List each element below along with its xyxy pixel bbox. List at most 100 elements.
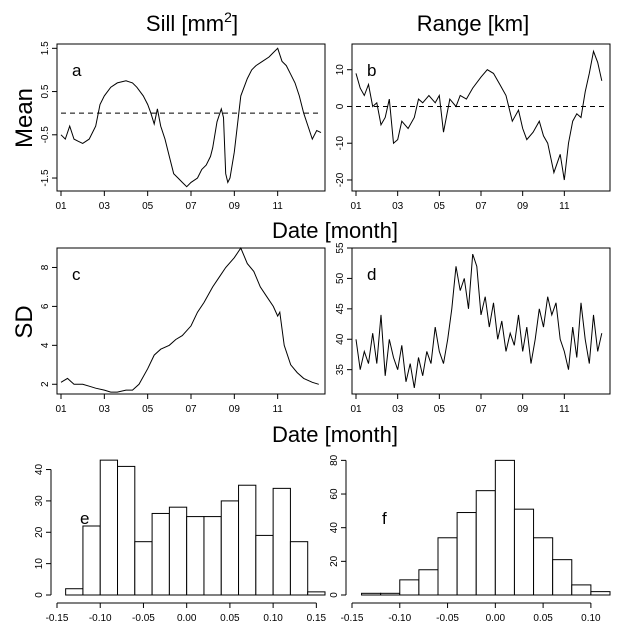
panel-letter: f <box>382 509 387 528</box>
x-tick-label: -0.15 <box>341 613 364 624</box>
y-tick-label: 4 <box>40 342 51 348</box>
y-tick-label: 20 <box>34 526 45 538</box>
y-tick-label: 60 <box>329 488 340 500</box>
y-tick-label: 55 <box>335 242 346 254</box>
series-line <box>355 49 603 181</box>
x-tick-label: 11 <box>272 201 283 212</box>
column-title-sill: Sill [mm2] <box>146 9 238 36</box>
x-tick-label: 0.10 <box>581 613 601 624</box>
x-tick-label: 03 <box>99 201 111 212</box>
x-axis-label-middle: Date [month] <box>272 422 398 447</box>
histogram-bar <box>255 534 274 596</box>
histogram-bar <box>168 506 188 596</box>
panel-letter: a <box>72 61 82 80</box>
panel-letter: e <box>80 509 89 528</box>
panel-c-sill-sd: 01 03 05 07 09 11 2 4 6 8 c <box>40 246 326 415</box>
histogram-bar <box>494 459 515 596</box>
histogram-bar <box>380 592 401 596</box>
histogram-bar <box>238 484 257 596</box>
y-tick-label: -0.5 <box>40 126 51 144</box>
histogram-bar <box>82 525 101 596</box>
histogram-bar <box>571 584 592 596</box>
y-tick-label: 20 <box>329 555 340 567</box>
y-tick-label: 40 <box>34 464 45 476</box>
histogram-bar <box>437 537 458 596</box>
histogram-bar <box>186 516 205 596</box>
y-tick-label: -10 <box>335 136 346 151</box>
panel-e-sill-histogram: -0.15 -0.10 -0.05 0.00 0.05 0.10 0.15 0 10 20 30 40… <box>34 459 327 624</box>
column-title-range: Range [km] <box>417 11 530 36</box>
y-tick-label: 45 <box>335 303 346 315</box>
series-line <box>60 47 322 188</box>
x-tick-label: 07 <box>475 404 487 415</box>
x-tick-label: 11 <box>272 404 283 415</box>
histogram-bar <box>65 588 84 596</box>
histogram-bar <box>289 541 309 596</box>
histogram-bar <box>307 591 326 596</box>
histogram-bar <box>117 465 136 596</box>
x-tick-label: 01 <box>55 404 67 415</box>
x-tick-label: 0.05 <box>533 613 553 624</box>
y-tick-label: -1.5 <box>40 169 51 187</box>
histogram-bar <box>533 537 554 596</box>
histogram-bar <box>590 591 611 596</box>
y-tick-label: 35 <box>335 364 346 376</box>
x-tick-label: 03 <box>392 201 404 212</box>
y-tick-label: 0 <box>329 592 340 598</box>
row-title-mean: Mean <box>11 88 38 148</box>
x-tick-label: 11 <box>559 404 570 415</box>
x-tick-label: 05 <box>142 404 154 415</box>
x-tick-label: 0.10 <box>263 613 283 624</box>
x-tick-label: 0.15 <box>307 613 327 624</box>
x-tick-label: 0.00 <box>486 613 506 624</box>
histogram-bar <box>134 541 153 596</box>
series-line <box>355 253 603 388</box>
y-tick-label: 40 <box>335 333 346 345</box>
x-tick-label: 09 <box>517 201 529 212</box>
x-tick-label: 03 <box>99 404 111 415</box>
x-tick-label: 05 <box>434 404 446 415</box>
panel-a-sill-mean: 01 03 05 07 09 11 -1.5 -0.5 0.5 1.5 a <box>40 41 326 212</box>
y-tick-label: 2 <box>40 381 51 387</box>
y-tick-label: 1.5 <box>40 41 51 55</box>
x-tick-label: 01 <box>350 201 362 212</box>
x-tick-label: 0.00 <box>177 613 197 624</box>
x-tick-label: -0.15 <box>46 613 69 624</box>
x-tick-label: 09 <box>517 404 529 415</box>
y-tick-label: 80 <box>329 454 340 466</box>
panel-f-range-histogram: -0.15 -0.10 -0.05 0.00 0.05 0.10 0 20 40 60 80 f <box>329 454 611 624</box>
histogram-bar <box>552 559 573 596</box>
histogram-bar <box>399 579 420 596</box>
y-tick-label: 8 <box>40 264 51 270</box>
x-tick-label: 07 <box>475 201 487 212</box>
y-tick-label: 0.5 <box>40 84 51 98</box>
histogram-bar <box>220 500 240 596</box>
panel-d-range-sd: 01 03 05 07 09 11 35 40 45 50 55 d <box>335 242 611 415</box>
x-tick-label: 07 <box>185 404 197 415</box>
x-tick-label: 03 <box>392 404 404 415</box>
y-tick-label: 0 <box>335 103 346 109</box>
x-tick-label: 01 <box>55 201 67 212</box>
x-tick-label: -0.10 <box>388 613 411 624</box>
y-tick-label: 6 <box>40 303 51 309</box>
panel-letter: b <box>367 61 376 80</box>
x-tick-label: 01 <box>350 404 362 415</box>
histogram-bar <box>456 512 477 596</box>
y-tick-label: 40 <box>329 522 340 534</box>
histogram-bar <box>475 490 496 596</box>
x-axis-label-top: Date [month] <box>272 218 398 243</box>
x-tick-label: 09 <box>229 404 241 415</box>
y-tick-label: 10 <box>34 558 45 570</box>
histogram-bar <box>151 512 170 596</box>
histogram-bar <box>361 592 382 596</box>
histogram-bar <box>272 487 291 596</box>
x-tick-label: 0.05 <box>220 613 240 624</box>
x-tick-label: -0.10 <box>89 613 112 624</box>
x-tick-label: 07 <box>185 201 197 212</box>
y-tick-label: 30 <box>34 495 45 507</box>
x-tick-label: 09 <box>229 201 241 212</box>
x-tick-label: -0.05 <box>436 613 459 624</box>
plot-frame <box>351 247 611 395</box>
series-line <box>60 246 319 393</box>
